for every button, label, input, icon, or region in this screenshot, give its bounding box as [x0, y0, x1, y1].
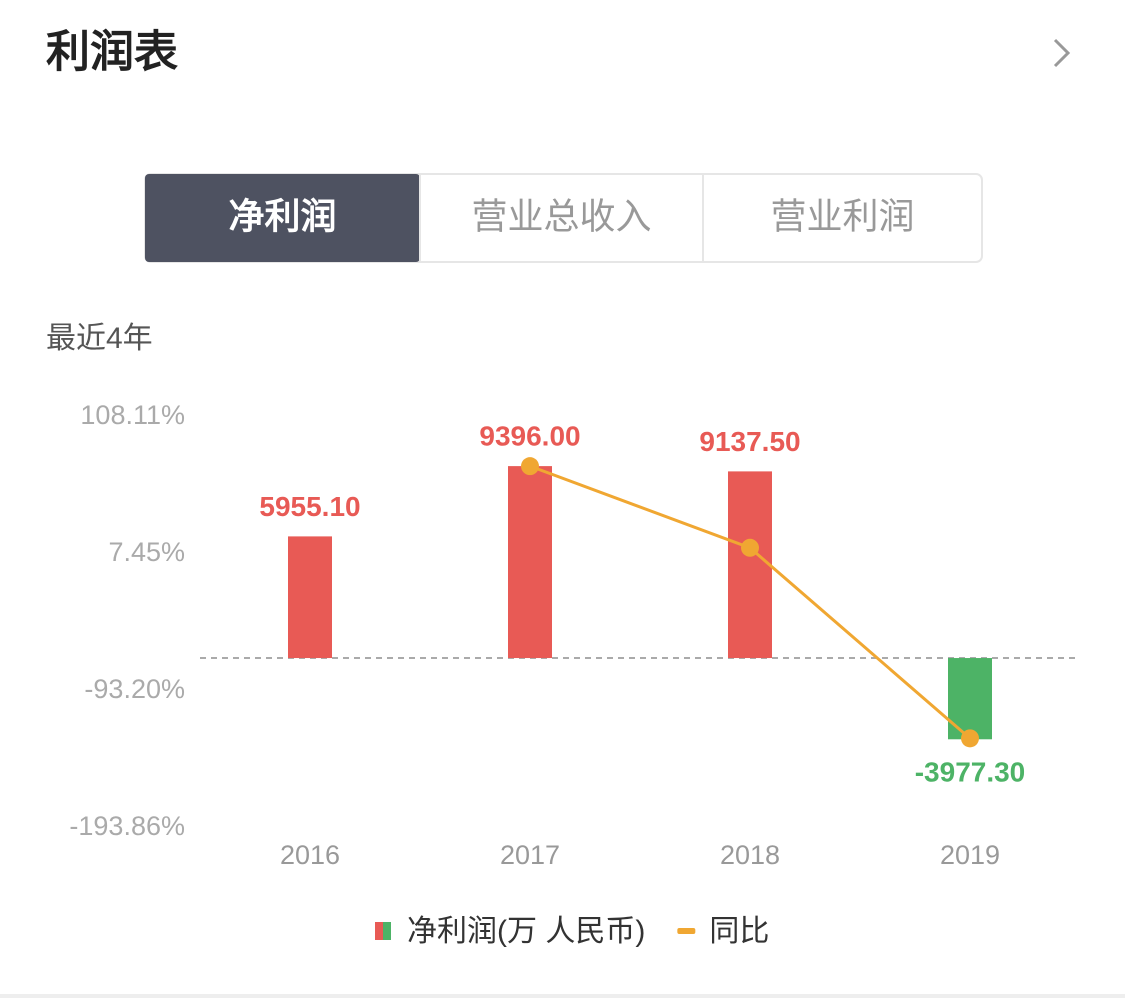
- legend-swatch: [375, 922, 383, 940]
- y-tick-label: -93.20%: [84, 674, 185, 704]
- y-tick-label: 108.11%: [80, 400, 185, 430]
- legend-swatch: [677, 928, 696, 934]
- bar: [728, 471, 772, 659]
- tab[interactable]: 净利润: [228, 196, 336, 237]
- data-label: 5955.10: [259, 491, 360, 522]
- data-label: 9137.50: [699, 426, 800, 457]
- page-title: 利润表: [46, 28, 178, 77]
- legend-swatch: [383, 922, 391, 940]
- tab[interactable]: 营业总收入: [471, 196, 651, 237]
- line-point: [521, 457, 539, 476]
- subtitle: 最近4年: [46, 322, 153, 355]
- line-point: [961, 729, 979, 748]
- line-point: [741, 538, 759, 557]
- y-tick-label: 7.45%: [108, 537, 185, 567]
- legend-label: 同比: [709, 915, 769, 948]
- bar: [288, 536, 332, 659]
- legend-label: 净利润(万 人民币): [407, 915, 645, 948]
- data-label: 9396.00: [479, 420, 580, 451]
- tab[interactable]: 营业利润: [770, 196, 914, 237]
- data-label: -3977.30: [915, 757, 1026, 788]
- chevron[interactable]: [1053, 38, 1071, 68]
- bar: [948, 658, 992, 740]
- tab-active[interactable]: [145, 174, 420, 262]
- y-tick-label: -193.86%: [69, 811, 185, 841]
- x-tick-label: 2018: [720, 840, 780, 870]
- bar: [508, 466, 552, 659]
- x-tick-label: 2019: [940, 840, 1000, 870]
- x-tick-label: 2016: [280, 840, 340, 870]
- x-tick-label: 2017: [500, 840, 560, 870]
